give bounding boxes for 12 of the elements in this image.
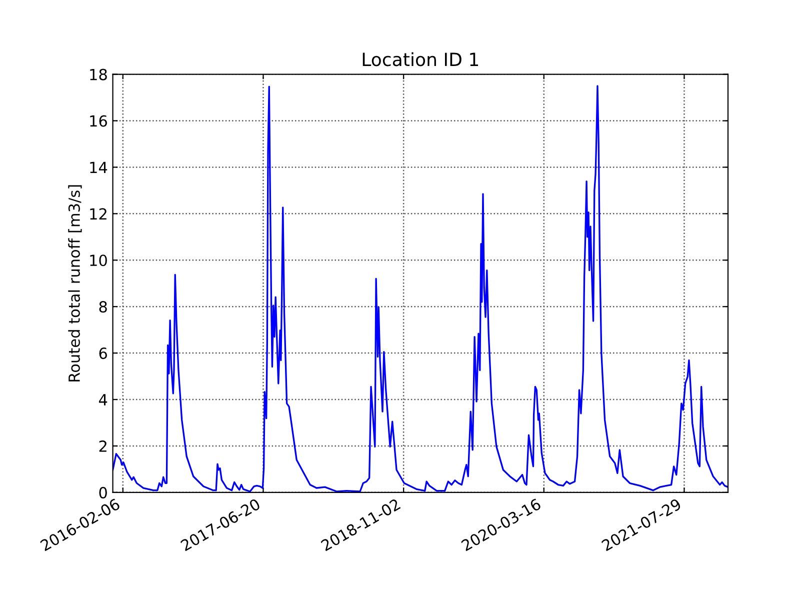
y-tick-label: 14 xyxy=(90,162,108,174)
y-tick-label: 16 xyxy=(90,115,107,127)
y-axis-title: Routed total runoff [m3/s] xyxy=(68,185,82,382)
y-tick-label: 10 xyxy=(90,254,107,266)
y-tick-label: 12 xyxy=(90,208,106,220)
y-tick-label: 8 xyxy=(99,301,107,313)
chart-title: Location ID 1 xyxy=(362,52,478,66)
y-tick-label: 0 xyxy=(99,486,107,498)
y-tick-label: 18 xyxy=(90,68,107,80)
y-tick-label: 2 xyxy=(99,440,106,452)
y-tick-label: 6 xyxy=(99,348,107,360)
y-tick-label: 4 xyxy=(98,394,108,406)
